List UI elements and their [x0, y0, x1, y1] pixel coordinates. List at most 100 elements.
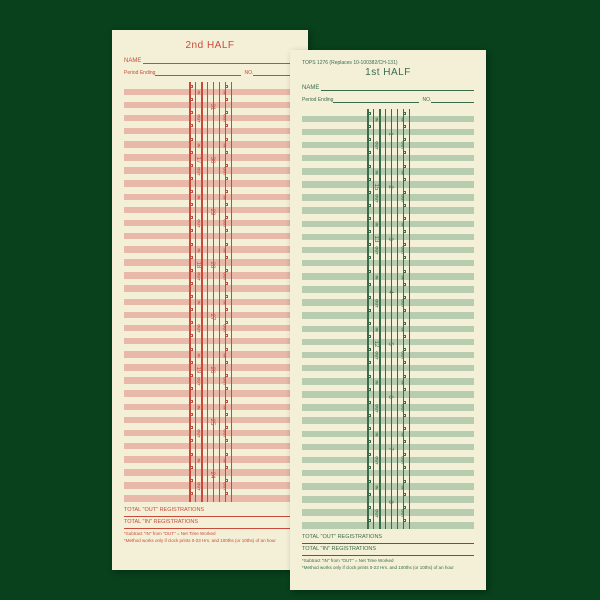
column-divider — [201, 345, 202, 398]
column-divider — [219, 292, 220, 345]
column-divider-thin — [385, 372, 386, 425]
punch-marker — [225, 321, 228, 324]
day-number: 28 — [209, 260, 215, 270]
punch-marker — [190, 177, 193, 180]
stripe — [302, 273, 474, 280]
column-divider-thin — [385, 109, 386, 162]
punch-marker — [225, 124, 228, 127]
inout-label: IN — [196, 244, 201, 256]
punch-marker — [190, 492, 193, 495]
column-divider — [379, 162, 380, 215]
stripe — [124, 89, 296, 96]
name-underline — [143, 57, 296, 64]
stripe — [302, 247, 474, 254]
inout-label: IN — [374, 114, 379, 126]
inout-label: OUT — [401, 350, 406, 362]
punch-marker — [190, 387, 193, 390]
punch-marker — [190, 269, 193, 272]
stripe — [124, 482, 296, 489]
punch-marker — [403, 440, 406, 443]
punch-marker — [368, 388, 371, 391]
punch-marker — [403, 217, 406, 220]
row-block: 4INOUTINOUT — [302, 267, 474, 320]
column-divider — [231, 397, 232, 450]
row-block: 1INOUTINOUT — [302, 109, 474, 162]
punch-marker — [368, 401, 371, 404]
inout-label: IN — [374, 481, 379, 493]
front-name-row: NAME — [302, 84, 474, 91]
column-divider — [397, 109, 398, 162]
column-divider — [397, 267, 398, 320]
back-name-row: NAME — [124, 57, 296, 64]
punch-marker — [403, 165, 406, 168]
punch-marker — [403, 361, 406, 364]
day-number: 18 — [195, 260, 201, 270]
column-divider — [409, 372, 410, 425]
punch-marker — [368, 270, 371, 273]
inout-label: IN — [223, 192, 228, 204]
column-divider — [379, 267, 380, 320]
stripe — [302, 207, 474, 214]
column-divider — [231, 82, 232, 135]
no-label: NO. — [423, 97, 432, 103]
column-divider — [409, 162, 410, 215]
column-divider — [379, 109, 380, 162]
day-number: 29 — [209, 207, 215, 217]
punch-marker — [225, 229, 228, 232]
column-divider — [397, 477, 398, 530]
punch-marker — [190, 334, 193, 337]
column-divider — [409, 424, 410, 477]
punch-marker — [190, 426, 193, 429]
stripe — [124, 233, 296, 240]
column-divider — [219, 240, 220, 293]
column-divider — [219, 187, 220, 240]
front-title: 1st HALF — [302, 67, 474, 78]
stripe — [302, 417, 474, 424]
punch-marker — [368, 335, 371, 338]
stripe — [124, 404, 296, 411]
punch-marker — [225, 177, 228, 180]
punch-marker — [403, 296, 406, 299]
punch-marker — [190, 479, 193, 482]
column-divider — [201, 82, 202, 135]
inout-label: OUT — [374, 350, 379, 362]
punch-marker — [403, 348, 406, 351]
inout-label: IN — [196, 454, 201, 466]
stripe — [302, 509, 474, 516]
column-divider — [219, 135, 220, 188]
inout-label: OUT — [401, 455, 406, 467]
punch-marker — [403, 178, 406, 181]
inout-label: OUT — [374, 140, 379, 152]
stripe — [302, 352, 474, 359]
punch-marker — [225, 426, 228, 429]
inout-label: IN — [374, 429, 379, 441]
punch-marker — [225, 98, 228, 101]
footer-in: TOTAL "IN" REGISTRATIONS — [124, 518, 296, 529]
column-divider — [231, 240, 232, 293]
inout-label: OUT — [196, 165, 201, 177]
punch-marker — [368, 322, 371, 325]
day-number: 6 — [387, 392, 393, 402]
stripe — [302, 457, 474, 464]
inout-label: IN — [374, 166, 379, 178]
inout-label: IN — [374, 271, 379, 283]
inout-label: OUT — [401, 245, 406, 257]
day-number: 24 — [209, 470, 215, 480]
day-number: 30 — [209, 155, 215, 165]
no-underline — [431, 97, 474, 103]
inout-label: IN — [374, 376, 379, 388]
punch-marker — [403, 335, 406, 338]
front-top-text: TOPS 1276 (Replaces 10-100382/CH-131) — [302, 60, 474, 66]
punch-marker — [368, 440, 371, 443]
column-divider — [379, 372, 380, 425]
punch-marker — [225, 466, 228, 469]
punch-marker — [368, 427, 371, 430]
punch-marker — [403, 256, 406, 259]
footer-note1: *Subtract "IN" from "OUT" = Net Time Wor… — [302, 558, 474, 564]
punch-marker — [225, 439, 228, 442]
column-divider — [397, 162, 398, 215]
stripe — [124, 325, 296, 332]
front-period-row: Period Ending NO. — [302, 97, 474, 103]
punch-marker — [190, 216, 193, 219]
day-number: 26 — [209, 365, 215, 375]
